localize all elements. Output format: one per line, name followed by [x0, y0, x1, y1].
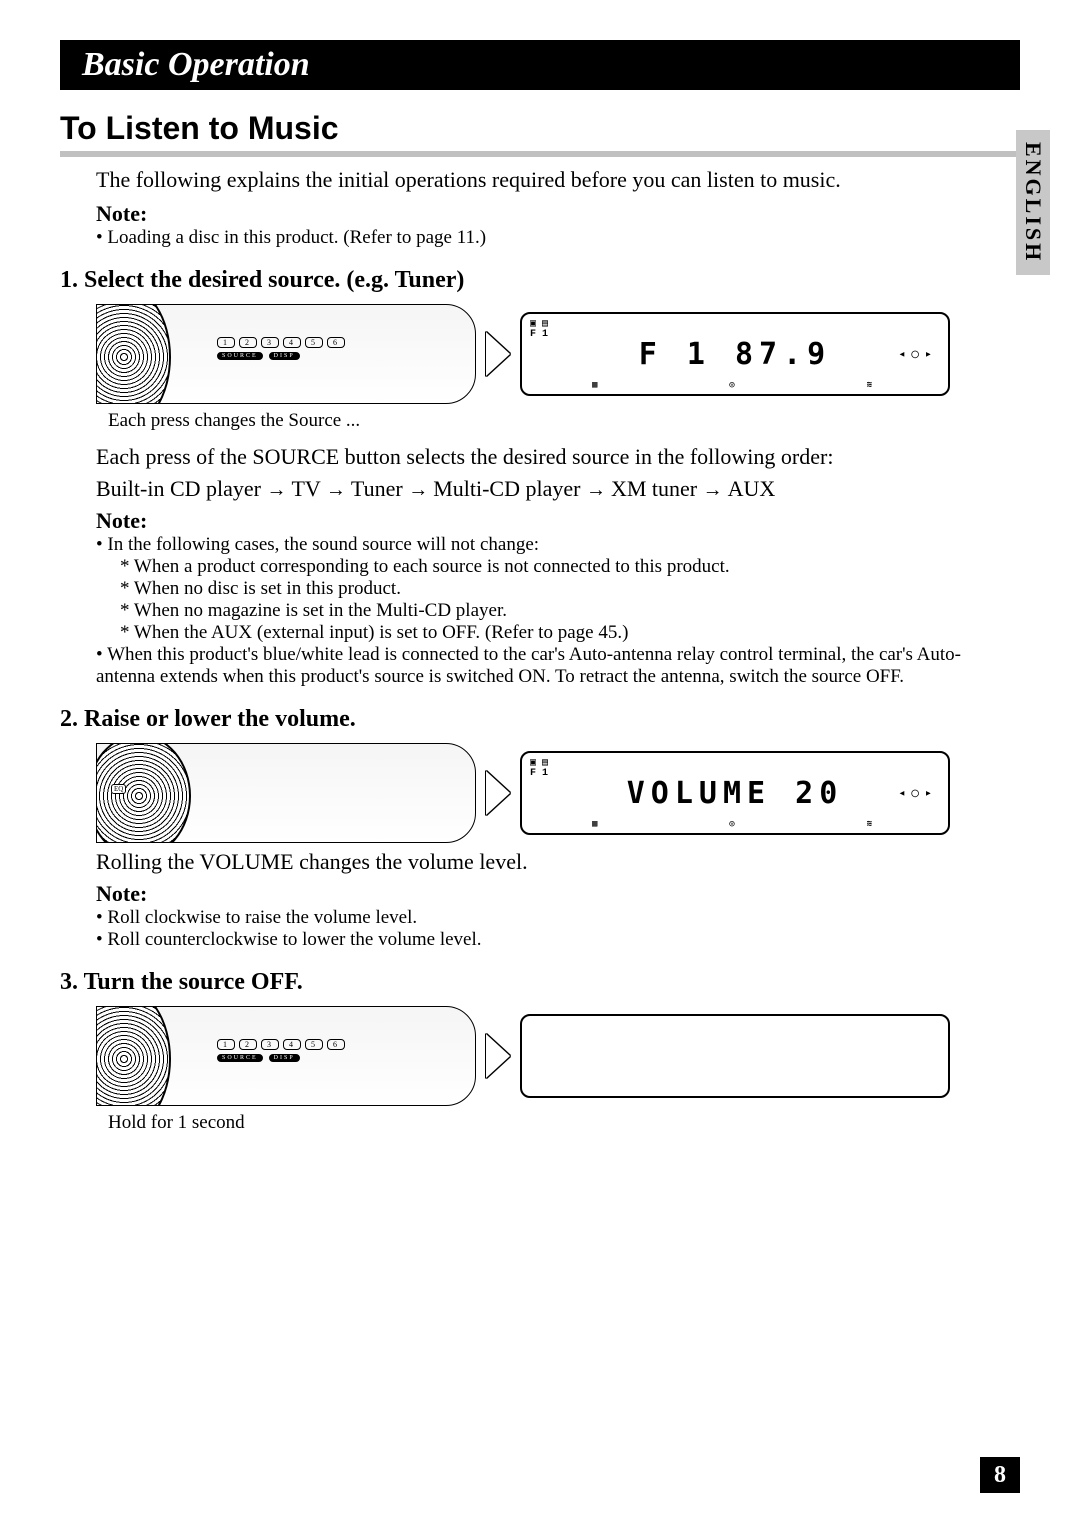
- arrow-icon: [486, 771, 510, 815]
- disp-button-label: DISP: [269, 352, 300, 360]
- note-item: In the following cases, the sound source…: [96, 534, 1020, 644]
- step-1-heading: 1. Select the desired source. (e.g. Tune…: [60, 267, 1020, 294]
- lcd-text: F 1 87.9: [639, 337, 832, 372]
- arrow-icon: →: [266, 479, 291, 501]
- chain-item: XM tuner: [611, 476, 697, 501]
- lcd-bottom-icons: ▦◎≋: [592, 380, 878, 390]
- intro-text: The following explains the initial opera…: [96, 167, 1020, 193]
- num-btn: 2: [239, 337, 257, 348]
- source-button-label: SOURCE: [217, 352, 263, 360]
- chapter-header: Basic Operation: [60, 40, 1020, 90]
- step-2-figure: EQ ▣▤F1 VOLUME 20 ◂◯▸ ▦◎≋: [96, 743, 1020, 843]
- note-subitem: When a product corresponding to each sou…: [120, 556, 1020, 578]
- eq-button-label: EQ: [111, 784, 126, 794]
- step-1-figure: 1 2 3 4 5 6 SOURCE DISP ▣▤F1 F 1 87.9 ◂◯…: [96, 304, 1020, 404]
- step-1-body: Each press of the SOURCE button selects …: [96, 444, 1020, 470]
- num-btn: 5: [305, 337, 323, 348]
- step-2-heading: 2. Raise or lower the volume.: [60, 706, 1020, 733]
- lcd-display-off: [520, 1014, 950, 1098]
- step-3-heading: 3. Turn the source OFF.: [60, 969, 1020, 996]
- number-buttons: 1 2 3 4 5 6: [217, 1039, 345, 1050]
- lcd-display-volume: ▣▤F1 VOLUME 20 ◂◯▸ ▦◎≋: [520, 751, 950, 835]
- source-chain: Built-in CD player → TV → Tuner → Multi-…: [96, 476, 1020, 502]
- step-2-notes: Roll clockwise to raise the volume level…: [96, 907, 1020, 951]
- disp-button-label: DISP: [269, 1054, 300, 1062]
- chain-item: AUX: [728, 476, 776, 501]
- num-btn: 3: [261, 1039, 279, 1050]
- lcd-bottom-icons: ▦◎≋: [592, 819, 878, 829]
- note-subitem: When no disc is set in this product.: [120, 578, 1020, 600]
- lcd-text: VOLUME 20: [627, 776, 844, 811]
- chain-item: Built-in CD player: [96, 476, 261, 501]
- step-1-caption: Each press changes the Source ...: [108, 410, 1020, 432]
- arrow-icon: →: [326, 479, 351, 501]
- num-btn: 6: [327, 337, 345, 348]
- number-buttons: 1 2 3 4 5 6: [217, 337, 345, 348]
- arrow-icon: →: [703, 479, 728, 501]
- lcd-indicator-icons: ▣▤F1: [530, 320, 554, 340]
- step-3-caption: Hold for 1 second: [108, 1112, 1020, 1134]
- num-btn: 5: [305, 1039, 323, 1050]
- note-label: Note:: [96, 881, 1020, 907]
- arrow-icon: [486, 332, 510, 376]
- chain-item: TV: [291, 476, 320, 501]
- note-item: Roll counterclockwise to lower the volum…: [96, 929, 1020, 951]
- arrow-icon: →: [408, 479, 433, 501]
- step-2-body: Rolling the VOLUME changes the volume le…: [96, 849, 1020, 875]
- device-panel-illustration: 1 2 3 4 5 6 SOURCE DISP: [96, 1006, 476, 1106]
- note-item: Loading a disc in this product. (Refer t…: [96, 227, 1020, 249]
- note-list-top: Loading a disc in this product. (Refer t…: [96, 227, 1020, 249]
- num-btn: 2: [239, 1039, 257, 1050]
- num-btn: 4: [283, 1039, 301, 1050]
- page-number: 8: [980, 1457, 1020, 1493]
- step-3-figure: 1 2 3 4 5 6 SOURCE DISP: [96, 1006, 1020, 1106]
- source-button-label: SOURCE: [217, 1054, 263, 1062]
- arrow-icon: [486, 1034, 510, 1078]
- section-title: To Listen to Music: [60, 110, 1020, 157]
- device-panel-illustration: 1 2 3 4 5 6 SOURCE DISP: [96, 304, 476, 404]
- num-btn: 1: [217, 337, 235, 348]
- note-item: Roll clockwise to raise the volume level…: [96, 907, 1020, 929]
- num-btn: 4: [283, 337, 301, 348]
- num-btn: 3: [261, 337, 279, 348]
- chain-item: Tuner: [351, 476, 403, 501]
- note-subitem: When no magazine is set in the Multi-CD …: [120, 600, 1020, 622]
- note-subitem: When the AUX (external input) is set to …: [120, 622, 1020, 644]
- num-btn: 6: [327, 1039, 345, 1050]
- language-tab: ENGLISH: [1016, 130, 1050, 275]
- lcd-display-tuner: ▣▤F1 F 1 87.9 ◂◯▸ ▦◎≋: [520, 312, 950, 396]
- note-item: When this product's blue/white lead is c…: [96, 644, 1020, 688]
- note-text: In the following cases, the sound source…: [107, 534, 539, 555]
- num-btn: 1: [217, 1039, 235, 1050]
- note-label: Note:: [96, 508, 1020, 534]
- lcd-indicator-icons: ▣▤F1: [530, 759, 554, 779]
- chain-item: Multi-CD player: [433, 476, 580, 501]
- step-1-notes: In the following cases, the sound source…: [96, 534, 1020, 688]
- lcd-nav-icon: ◂◯▸: [898, 786, 938, 801]
- lcd-nav-icon: ◂◯▸: [898, 347, 938, 362]
- arrow-icon: →: [586, 479, 611, 501]
- device-panel-illustration: EQ: [96, 743, 476, 843]
- note-label: Note:: [96, 201, 1020, 227]
